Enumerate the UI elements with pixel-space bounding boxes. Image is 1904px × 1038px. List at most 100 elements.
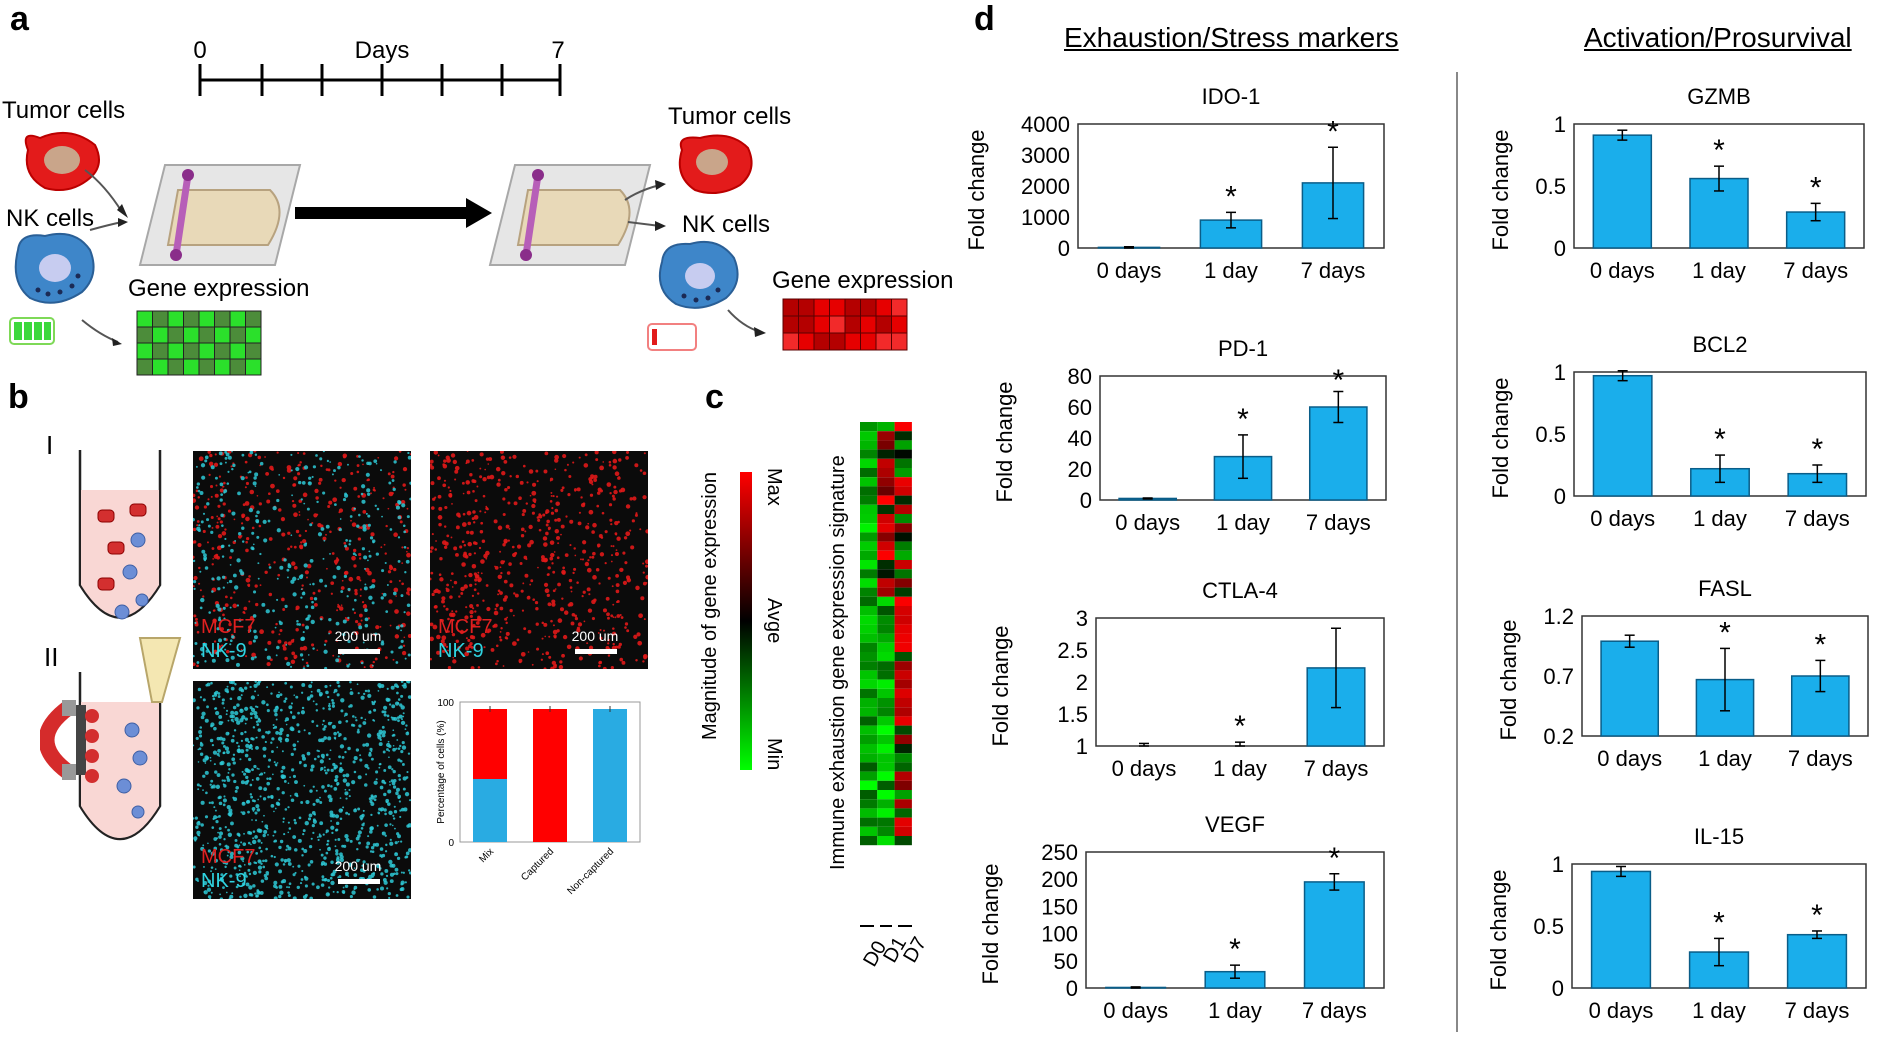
mcf7-cell-spot: [208, 461, 214, 466]
mcf7-cell-spot: [523, 627, 527, 631]
mcf7-cell-spot: [625, 455, 629, 460]
mcf7-cell-spot: [430, 459, 434, 464]
nk9-cell-spot: [348, 795, 351, 798]
mcf7-cell-spot: [221, 531, 227, 536]
nk9-cell-spot: [272, 505, 277, 511]
nk9-cell-spot: [368, 554, 372, 558]
nk9-cell-spot: [279, 740, 282, 743]
nk9-cell-spot: [301, 706, 305, 710]
mcf7-cell-spot: [436, 650, 441, 655]
mcf7-cell-spot: [610, 560, 613, 563]
nk9-cell-spot: [312, 802, 316, 806]
nk9-cell-spot: [273, 896, 278, 899]
y-tick-label: 2000: [1021, 174, 1070, 199]
mcf7-cell-spot: [224, 603, 229, 608]
nk9-cell-spot: [389, 841, 394, 846]
nk9-cell-spot: [199, 570, 202, 573]
nk9-cell-spot: [252, 830, 256, 833]
mcf7-cell-spot: [469, 614, 473, 618]
nk9-cell-spot: [263, 814, 265, 817]
nk9-cell-spot: [259, 890, 264, 895]
mcf7-cell-spot: [367, 570, 372, 576]
mcf7-cell-spot: [266, 661, 271, 667]
chart-title: BCL2: [1692, 332, 1747, 357]
nk9-cell-spot: [318, 834, 322, 838]
nk9-cell-spot: [284, 860, 287, 863]
mcf7-cell-spot: [585, 525, 590, 530]
nk9-cell-spot: [392, 733, 396, 737]
y-axis-label: Fold change: [978, 863, 1003, 984]
mcf7-cell-spot: [540, 658, 543, 661]
nk9-cell-spot: [328, 707, 332, 711]
mcf7-cell-spot: [437, 515, 443, 520]
nk9-cell-spot: [333, 731, 337, 736]
x-category-label: 7 days: [1306, 510, 1371, 535]
mcf7-cell-spot: [356, 464, 360, 467]
nk9-cell-spot: [361, 484, 366, 489]
mcf7-cell-spot: [361, 600, 365, 604]
nk9-cell-spot: [197, 687, 202, 692]
mcf7-cell-spot: [600, 536, 604, 539]
nk9-cell-spot: [225, 709, 229, 712]
nk9-cell-spot: [263, 829, 268, 834]
mcf7-cell-spot: [551, 602, 556, 607]
nk9-cell-spot: [385, 610, 389, 613]
nk9-cell-spot: [194, 642, 198, 646]
mcf7-cell-spot: [612, 451, 617, 455]
nk9-cell-spot: [257, 718, 262, 723]
nk9-cell-spot: [202, 698, 206, 702]
mcf7-cell-spot: [624, 626, 627, 629]
mcf7-cell-spot: [581, 595, 584, 598]
mcf7-cell-spot: [255, 602, 259, 607]
mcf7-cell-spot: [437, 494, 442, 499]
nk9-cell-spot: [253, 710, 258, 716]
nk9-cell-spot: [367, 888, 372, 892]
mcf7-cell-spot: [543, 469, 548, 474]
nk9-cell-spot: [340, 709, 344, 713]
mcf7-cell-spot: [247, 625, 252, 630]
y-tick-label: 3: [1076, 606, 1088, 631]
nk9-cell-spot: [273, 830, 277, 834]
nk9-cell-spot: [254, 655, 257, 659]
nk9-cell-spot: [211, 744, 215, 747]
nk9-cell-spot: [281, 765, 286, 770]
nk9-cell-spot: [394, 827, 396, 830]
mcf7-cell-spot: [619, 657, 624, 662]
nk9-cell-spot: [404, 728, 407, 731]
mcf7-cell-spot: [268, 563, 271, 566]
nk9-cell-spot: [240, 739, 244, 743]
nk9-cell-spot: [298, 623, 302, 626]
mcf7-cell-spot: [402, 644, 406, 647]
mcf7-cell-spot: [598, 664, 601, 668]
mcf7-cell-spot: [297, 464, 300, 467]
nk9-cell-spot: [406, 515, 410, 519]
mcf7-cell-spot: [577, 622, 583, 627]
mcf7-cell-spot: [193, 541, 195, 544]
nk9-cell-spot: [226, 775, 230, 779]
mcf7-cell-spot: [333, 559, 339, 564]
mcf7-cell-spot: [302, 492, 308, 498]
nk9-cell-spot: [296, 622, 299, 626]
nk9-cell-spot: [244, 730, 247, 734]
nk9-cell-spot: [255, 520, 259, 524]
mcf7-cell-spot: [595, 458, 599, 462]
nk9-cell-spot: [345, 811, 349, 815]
nk9-cell-spot: [209, 783, 212, 786]
nk9-cell-spot: [371, 875, 374, 878]
nk9-cell-spot: [387, 802, 391, 806]
mcf7-cell-spot: [436, 634, 441, 640]
nk9-cell-spot: [288, 882, 292, 886]
nk9-cell-spot: [342, 619, 347, 624]
nk9-cell-spot: [241, 770, 244, 773]
nk9-cell-spot: [222, 744, 226, 748]
nk9-cell-spot: [229, 639, 233, 643]
mcf7-cell-spot: [279, 629, 283, 632]
nk9-cell-spot: [258, 846, 262, 850]
nk9-cell-spot: [323, 877, 328, 882]
mcf7-cell-spot: [442, 463, 446, 467]
mcf7-cell-spot: [534, 600, 539, 605]
nk9-cell-spot: [217, 796, 221, 800]
nk9-cell-spot: [197, 761, 200, 763]
tumor-cells-right-label: Tumor cells: [668, 103, 791, 130]
nk9-cell-spot: [209, 738, 214, 743]
